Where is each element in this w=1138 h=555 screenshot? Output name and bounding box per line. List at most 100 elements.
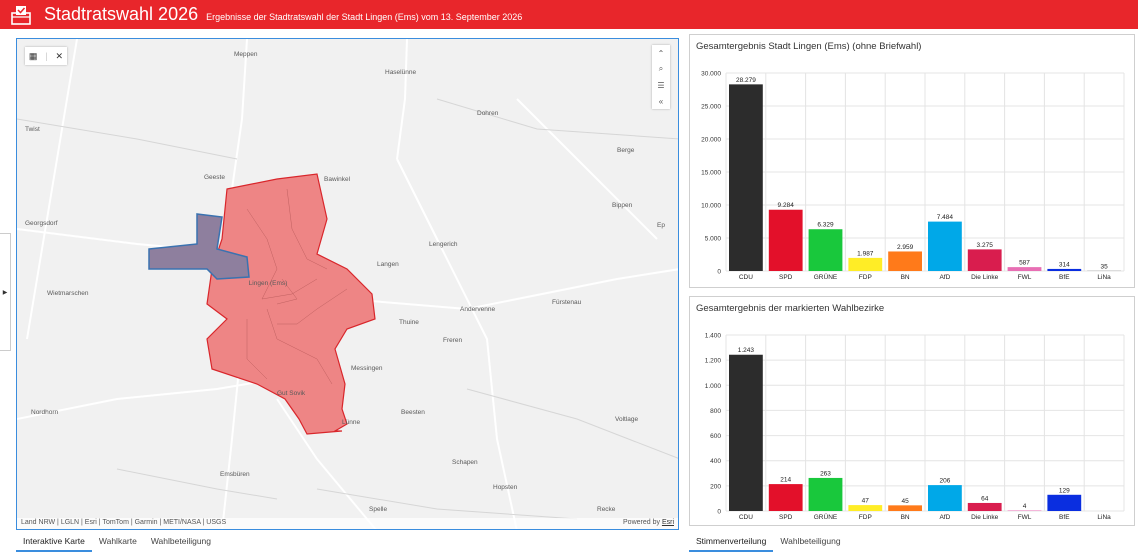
bar-bn[interactable] bbox=[888, 505, 922, 511]
bar-grüne[interactable] bbox=[808, 477, 843, 511]
y-tick-label: 15.000 bbox=[701, 170, 721, 177]
y-tick-label: 25.000 bbox=[701, 104, 721, 111]
esri-link[interactable]: Esri bbox=[661, 519, 674, 526]
chart-tabs: Stimmenverteilung Wahlbeteiligung bbox=[689, 532, 848, 552]
tab-wahlbeteiligung-map[interactable]: Wahlbeteiligung bbox=[150, 536, 212, 546]
powered-by-text: Powered by bbox=[623, 519, 660, 526]
x-tick-label: LiNa bbox=[1097, 514, 1111, 521]
data-label: 129 bbox=[1059, 487, 1070, 494]
map-label: Lengerich bbox=[429, 241, 458, 248]
powered-by: Powered by Esri bbox=[623, 519, 674, 528]
collapse-up-icon[interactable]: ⌃ bbox=[657, 48, 665, 58]
collapse-left-icon[interactable]: « bbox=[658, 96, 664, 106]
data-label: 587 bbox=[1019, 260, 1030, 267]
bar-spd[interactable] bbox=[768, 484, 803, 511]
app-header: Stadtratswahl 2026 Ergebnisse der Stadtr… bbox=[0, 0, 1138, 29]
chart-panel-markiert: Gesamtergebnis der markierten Wahlbezirk… bbox=[689, 296, 1135, 526]
data-label: 4 bbox=[1023, 503, 1027, 510]
map-label: Gut Sovik bbox=[277, 390, 306, 397]
bar-fdp[interactable] bbox=[848, 257, 883, 271]
map-attribution: Land NRW | LGLN | Esri | TomTom | Garmin… bbox=[17, 518, 678, 529]
bar-grüne[interactable] bbox=[808, 229, 843, 271]
map-label: Dohren bbox=[477, 110, 499, 117]
x-tick-label: BfE bbox=[1059, 274, 1070, 281]
y-tick-label: 20.000 bbox=[701, 137, 721, 144]
data-label: 7.484 bbox=[937, 214, 954, 221]
map-view[interactable]: Meppen Haselünne Dohren Twist Berge Gees… bbox=[16, 38, 679, 530]
bar-afd[interactable] bbox=[928, 221, 962, 271]
search-icon[interactable]: ⌕ bbox=[658, 64, 664, 73]
close-icon[interactable]: ✕ bbox=[55, 50, 64, 61]
data-label: 28.279 bbox=[736, 77, 756, 84]
map-label: Spelle bbox=[369, 506, 388, 513]
x-tick-label: Die Linke bbox=[971, 514, 998, 521]
x-tick-label: AfD bbox=[939, 514, 950, 521]
toolbox-divider: | bbox=[45, 51, 48, 61]
data-label: 9.284 bbox=[778, 202, 795, 209]
data-label: 263 bbox=[820, 470, 831, 477]
map-label: Messingen bbox=[351, 365, 383, 372]
x-tick-label: LiNa bbox=[1097, 274, 1111, 281]
legend-icon[interactable]: ☰ bbox=[657, 80, 665, 90]
layer-list-icon[interactable]: ▦ bbox=[28, 50, 38, 61]
x-tick-label: GRÜNE bbox=[814, 273, 838, 281]
data-label: 64 bbox=[981, 495, 989, 502]
ballot-box-icon bbox=[10, 5, 32, 25]
map-label: Beesten bbox=[401, 409, 425, 416]
bar-fdp[interactable] bbox=[848, 505, 883, 511]
bar-spd[interactable] bbox=[768, 209, 803, 271]
bar-die-linke[interactable] bbox=[967, 249, 1002, 271]
bar-cdu[interactable] bbox=[729, 84, 763, 271]
map-label: Haselünne bbox=[385, 69, 417, 76]
tab-wahlbeteiligung-chart[interactable]: Wahlbeteiligung bbox=[780, 536, 841, 546]
x-tick-label: SPD bbox=[779, 274, 793, 281]
map-label: Voltlage bbox=[615, 416, 639, 423]
map-tabs: Interaktive Karte Wahlkarte Wahlbeteilig… bbox=[16, 532, 218, 552]
page-title: Stadtratswahl 2026 bbox=[44, 4, 199, 24]
bar-bfe[interactable] bbox=[1047, 268, 1082, 271]
x-tick-label: Die Linke bbox=[971, 274, 998, 281]
page-subtitle: Ergebnisse der Stadtratswahl der Stadt L… bbox=[206, 12, 523, 22]
data-label: 314 bbox=[1059, 261, 1070, 268]
bar-bn[interactable] bbox=[888, 251, 922, 271]
map-label: Berge bbox=[617, 147, 635, 154]
bar-fwl[interactable] bbox=[1007, 267, 1042, 271]
x-tick-label: BN bbox=[901, 274, 910, 281]
data-label: 206 bbox=[939, 478, 950, 485]
side-panel-toggle[interactable]: ▶ bbox=[0, 233, 11, 351]
map-label: Lünne bbox=[342, 419, 361, 426]
bar-bfe[interactable] bbox=[1047, 494, 1082, 511]
data-label: 3.275 bbox=[977, 242, 994, 249]
data-label: 45 bbox=[901, 498, 909, 505]
chart-panel-gesamt: Gesamtergebnis Stadt Lingen (Ems) (ohne … bbox=[689, 34, 1135, 288]
x-tick-label: SPD bbox=[779, 514, 793, 521]
chevron-right-icon: ▶ bbox=[2, 289, 8, 296]
data-label: 214 bbox=[780, 477, 791, 484]
y-tick-label: 800 bbox=[710, 408, 721, 415]
map-label: Bippen bbox=[612, 202, 633, 209]
bar-die-linke[interactable] bbox=[967, 502, 1002, 511]
map-label: Thuine bbox=[399, 319, 419, 326]
map-label: Emsbüren bbox=[220, 471, 250, 478]
bar-fwl[interactable] bbox=[1007, 510, 1042, 511]
map-label: Ep bbox=[657, 222, 665, 229]
chart-gesamt: 0 5.000 10.000 15.000 20.000 25.000 30.000 28.2… bbox=[701, 71, 1125, 281]
x-tick-label: FWL bbox=[1018, 514, 1032, 521]
y-tick-label: 1.400 bbox=[705, 333, 722, 340]
map-label: Lingen (Ems) bbox=[248, 280, 288, 287]
chart-markiert: 0 200 400 600 800 1.000 1.200 1.400 1.243 CDU 214 S… bbox=[705, 333, 1125, 521]
x-tick-label: BfE bbox=[1059, 514, 1070, 521]
map-label: Nordhorn bbox=[31, 409, 59, 416]
x-tick-label: BN bbox=[901, 514, 910, 521]
tab-wahlkarte[interactable]: Wahlkarte bbox=[98, 536, 137, 546]
tab-stimmenverteilung[interactable]: Stimmenverteilung bbox=[689, 532, 774, 552]
map-label: Freren bbox=[443, 337, 463, 344]
tab-interaktive-karte[interactable]: Interaktive Karte bbox=[16, 532, 92, 552]
y-tick-label: 1.200 bbox=[705, 358, 722, 365]
bar-cdu[interactable] bbox=[729, 354, 763, 511]
map-label: Meppen bbox=[234, 51, 258, 58]
map-label: Georgsdorf bbox=[25, 220, 58, 227]
data-label: 6.329 bbox=[817, 222, 834, 229]
bar-afd[interactable] bbox=[928, 485, 962, 511]
map-canvas[interactable] bbox=[17, 39, 679, 530]
